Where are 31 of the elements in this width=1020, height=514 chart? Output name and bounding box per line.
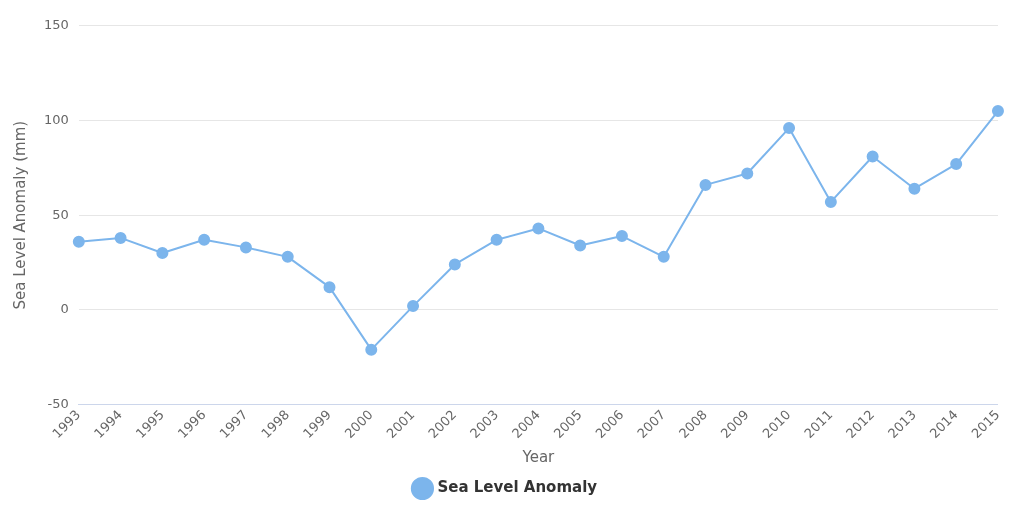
y-tick-label: 150	[43, 17, 69, 33]
point	[950, 158, 963, 171]
point	[239, 241, 252, 254]
point	[783, 122, 796, 135]
x-axis-title: Year	[521, 447, 556, 466]
point	[574, 239, 587, 252]
y-axis-title: Sea Level Anomaly (mm)	[10, 120, 29, 310]
y-tick-label: -50	[47, 395, 69, 411]
point	[824, 195, 837, 208]
point	[365, 343, 378, 356]
point	[281, 250, 294, 263]
point	[741, 167, 754, 180]
y-tick-label: 100	[43, 111, 69, 127]
point	[323, 281, 336, 294]
point	[156, 247, 169, 260]
point	[407, 300, 420, 313]
point	[908, 182, 921, 195]
point	[72, 235, 85, 248]
point	[991, 105, 1004, 118]
point	[699, 178, 712, 191]
point	[532, 222, 545, 235]
point	[615, 230, 628, 243]
y-tick-label: 0	[60, 301, 69, 317]
point	[490, 233, 503, 246]
point	[866, 150, 879, 163]
legend-label: Sea Level Anomaly	[437, 478, 598, 497]
point	[448, 258, 461, 271]
point	[657, 250, 670, 263]
point	[114, 231, 127, 244]
y-tick-label: 50	[52, 206, 69, 222]
point	[198, 233, 211, 246]
